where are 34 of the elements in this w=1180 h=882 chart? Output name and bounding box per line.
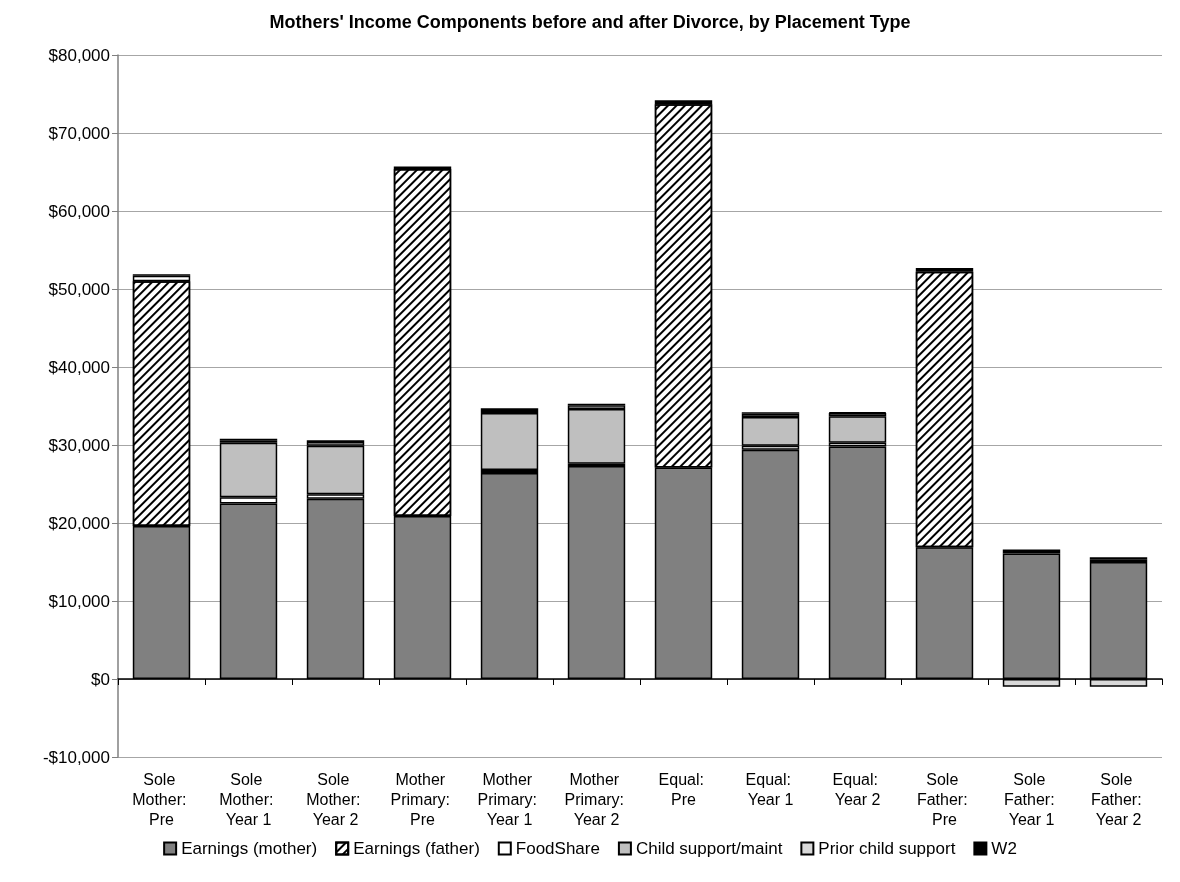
y-tick-label: $20,000 bbox=[48, 513, 110, 533]
x-tick-label: Sole Father: Year 2 bbox=[1090, 770, 1147, 828]
bar bbox=[567, 409, 626, 464]
x-tick-label: Equal: Pre bbox=[658, 770, 709, 808]
y-tick-label: -$10,000 bbox=[42, 747, 110, 767]
y-tick-label: $10,000 bbox=[48, 591, 110, 611]
bar bbox=[306, 445, 365, 495]
x-tick-label: Sole Mother: Pre bbox=[132, 770, 191, 828]
y-tick-label: $60,000 bbox=[48, 201, 110, 221]
x-tick-label: Equal: Year 1 bbox=[745, 770, 796, 808]
legend-label: Prior child support bbox=[818, 839, 956, 858]
x-tick-label: Equal: Year 2 bbox=[832, 770, 883, 808]
x-tick-label: Sole Father: Pre bbox=[916, 770, 973, 828]
x-tick-label: Sole Mother: Year 2 bbox=[306, 770, 365, 828]
y-tick-label: $0 bbox=[91, 669, 110, 689]
legend-label: Earnings (father) bbox=[353, 839, 480, 858]
legend-label: W2 bbox=[991, 839, 1017, 858]
y-tick-label: $50,000 bbox=[48, 279, 110, 299]
x-tick-label: Mother Primary: Pre bbox=[390, 770, 455, 828]
x-tick-label: Mother Primary: Year 2 bbox=[564, 770, 629, 828]
x-tick-label: Mother Primary: Year 1 bbox=[477, 770, 542, 828]
y-tick-label: $80,000 bbox=[48, 45, 110, 65]
x-tick-label: Sole Mother: Year 1 bbox=[219, 770, 278, 828]
bar bbox=[480, 413, 539, 470]
chart-title: Mothers' Income Components before and after Divorce, by Placement Type bbox=[269, 12, 911, 32]
y-tick-label: $40,000 bbox=[48, 357, 110, 377]
legend-label: Child support/maint bbox=[635, 839, 783, 858]
y-tick-label: $30,000 bbox=[48, 435, 110, 455]
y-tick-label: $70,000 bbox=[48, 123, 110, 143]
bar bbox=[741, 416, 800, 446]
bar bbox=[828, 416, 887, 443]
legend-label: FoodShare bbox=[515, 839, 600, 858]
x-tick-label: Sole Father: Year 1 bbox=[1003, 770, 1060, 828]
legend-label: Earnings (mother) bbox=[181, 839, 318, 858]
